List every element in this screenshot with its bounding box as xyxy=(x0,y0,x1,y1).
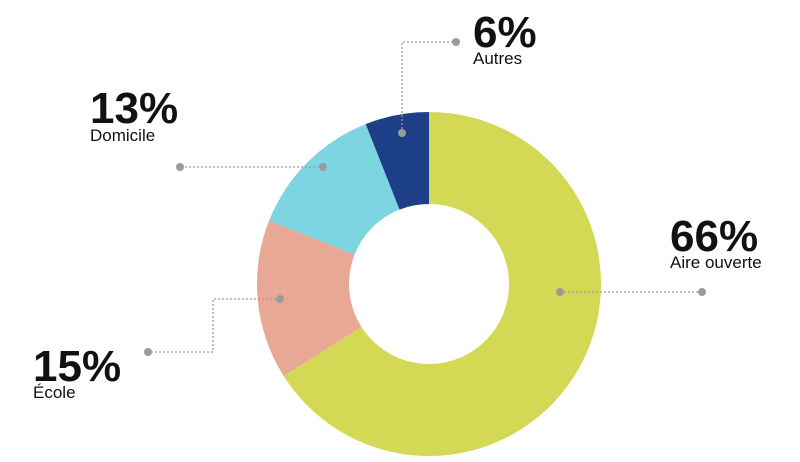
category-label: Domicile xyxy=(90,126,155,145)
category-label: Autres xyxy=(473,49,522,68)
percent-label: 13% xyxy=(90,84,178,133)
slice xyxy=(256,220,362,377)
leader-dot xyxy=(276,295,284,303)
leader-dot xyxy=(698,288,706,296)
slice xyxy=(283,112,601,456)
category-label: Aire ouverte xyxy=(670,253,762,272)
leader-line xyxy=(148,298,280,353)
leader-dot xyxy=(452,38,460,46)
leader-dot xyxy=(556,288,564,296)
leader-dot xyxy=(319,163,327,171)
leader-dot xyxy=(144,348,152,356)
category-label: École xyxy=(33,383,76,402)
percent-label: 15% xyxy=(33,342,121,391)
percent-label: 6% xyxy=(473,8,537,57)
leader-dot xyxy=(398,129,406,137)
percent-label: 66% xyxy=(670,212,758,261)
leader-dot xyxy=(176,163,184,171)
slice xyxy=(365,112,429,210)
slice xyxy=(269,124,400,255)
